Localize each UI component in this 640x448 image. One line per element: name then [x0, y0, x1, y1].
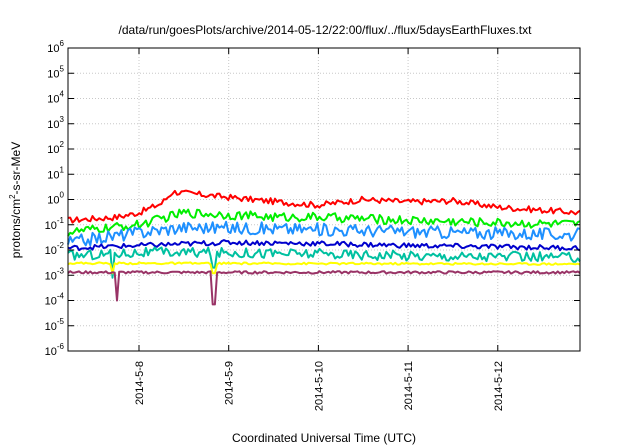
y-tick-base: 10: [45, 321, 57, 333]
y-tick-label: 10-1: [45, 216, 65, 232]
y-tick-label: 101: [47, 165, 64, 181]
y-tick-base: 10: [47, 119, 59, 131]
y-tick-label: 105: [47, 64, 64, 80]
x-tick-label: 2014-5-8: [134, 361, 146, 405]
y-tick-base: 10: [45, 346, 57, 358]
y-tick-label: 10-3: [45, 266, 65, 282]
x-axis: 2014-5-8 2014-5-9 2014-5-10 2014-5-11 2014-5…: [134, 48, 505, 411]
series-line-2: [67, 208, 581, 237]
y-axis: 10-610-510-410-310-210-11001011021031041…: [45, 39, 580, 358]
y-tick-exponent: 2: [60, 140, 65, 149]
y-tick-exponent: -2: [57, 241, 65, 250]
y-tick-label: 100: [47, 191, 64, 207]
y-tick-exponent: -3: [57, 266, 65, 275]
series-lines: [67, 189, 581, 306]
y-tick-base: 10: [47, 169, 59, 181]
chart-title: /data/run/goesPlots/archive/2014-05-12/2…: [119, 23, 533, 37]
y-tick-exponent: -4: [57, 292, 65, 301]
y-tick-exponent: -1: [57, 216, 65, 225]
y-tick-base: 10: [45, 220, 57, 232]
y-tick-base: 10: [45, 296, 57, 308]
y-tick-base: 10: [45, 245, 57, 257]
y-tick-exponent: -5: [57, 317, 65, 326]
y-tick-exponent: 6: [60, 39, 65, 48]
grid-lines: [68, 48, 580, 351]
series-line-7: [67, 270, 581, 306]
y-tick-exponent: 3: [60, 115, 65, 124]
y-tick-exponent: 5: [60, 64, 65, 73]
y-tick-label: 10-2: [45, 241, 65, 257]
y-tick-base: 10: [47, 144, 59, 156]
series-line-4: [67, 239, 581, 252]
y-tick-base: 10: [47, 94, 59, 106]
y-tick-label: 104: [47, 90, 64, 106]
x-tick-label: 2014-5-9: [224, 361, 236, 405]
y-axis-label-rest: -s-sr-MeV: [9, 142, 23, 195]
y-axis-label: protons/cm2-s-sr-MeV: [8, 142, 23, 258]
series-line-1: [67, 189, 581, 224]
x-tick-label: 2014-5-12: [493, 361, 505, 411]
y-tick-label: 10-6: [45, 342, 65, 358]
x-axis-label: Coordinated Universal Time (UTC): [232, 431, 416, 445]
y-tick-label: 102: [47, 140, 64, 156]
y-tick-exponent: 1: [60, 165, 65, 174]
x-tick-label: 2014-5-11: [403, 361, 415, 410]
series-line-5: [67, 246, 581, 279]
y-tick-base: 10: [45, 270, 57, 282]
y-axis-label-exponent: 2: [8, 194, 17, 199]
y-tick-label: 106: [47, 39, 64, 55]
y-tick-label: 10-4: [45, 292, 65, 308]
series-line-3: [67, 220, 581, 247]
y-tick-exponent: 0: [60, 191, 65, 200]
y-axis-label-unit: protons/cm: [9, 199, 23, 258]
y-tick-exponent: -6: [57, 342, 65, 351]
y-tick-base: 10: [47, 43, 59, 55]
x-tick-label: 2014-5-10: [313, 361, 325, 411]
series-line-6: [67, 261, 581, 275]
y-tick-label: 10-5: [45, 317, 65, 333]
y-tick-exponent: 4: [60, 90, 65, 99]
y-tick-base: 10: [47, 195, 59, 207]
y-tick-base: 10: [47, 68, 59, 80]
y-tick-label: 103: [47, 115, 64, 131]
